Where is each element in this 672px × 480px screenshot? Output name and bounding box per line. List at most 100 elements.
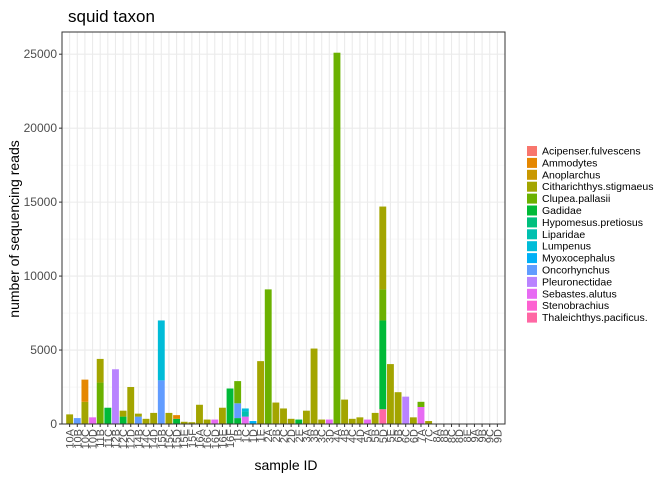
x-tick-label: 5A (363, 428, 375, 442)
x-tick-label: 5E (385, 429, 397, 442)
bar-segment (89, 417, 96, 424)
x-tick-label: 8C (447, 429, 459, 443)
x-tick-label: 2A (263, 428, 275, 442)
bar-segment (127, 387, 135, 424)
legend-key (527, 193, 537, 204)
bar-segment (112, 369, 119, 424)
x-tick-label: 10B (72, 429, 84, 449)
bar-segment (81, 401, 89, 424)
bar-segment (280, 408, 287, 424)
bar-segment (241, 411, 249, 417)
bar-segment (249, 421, 257, 424)
x-tick-label: 5D (378, 429, 390, 443)
legend-label: Lumpenus (542, 241, 591, 253)
bar-segment (104, 407, 112, 424)
x-tick-label: 14C (141, 429, 153, 449)
x-tick-label: 11C (103, 429, 115, 448)
bar-segment (234, 381, 242, 404)
legend-label: Ammodytes (542, 157, 597, 169)
x-tick-label: 15C (164, 429, 176, 449)
bar-segment (379, 409, 387, 424)
legend-label: Oncorhynchus (542, 265, 610, 277)
x-tick-label: 4A (332, 428, 344, 442)
x-tick-label: 7C (424, 429, 436, 443)
bar-segment (264, 289, 272, 424)
bar-segment (287, 418, 295, 424)
bar-segment (211, 419, 219, 424)
legend-key (527, 169, 537, 180)
bar-segment (356, 417, 364, 424)
bar-segment (234, 403, 242, 419)
legend-label: Anoplarchus (542, 169, 600, 181)
y-tick-label: 0 (50, 417, 57, 431)
x-tick-label: 1E (256, 429, 268, 442)
x-tick-label: 2D (286, 429, 298, 443)
bar-segment (295, 419, 303, 424)
y-tick-label: 20000 (24, 121, 58, 135)
x-tick-label: 8E (462, 429, 474, 442)
bar-segment (165, 412, 173, 424)
bar-segment (66, 414, 74, 424)
y-tick-label: 15000 (24, 195, 58, 209)
legend-label: Citharichthys.stigmaeus (542, 181, 653, 193)
legend-key (527, 181, 537, 192)
x-tick-label: 15E (179, 429, 191, 449)
x-tick-label: 16C (202, 429, 214, 449)
legend-label: Thaleichthys.pacificus. (542, 312, 648, 324)
bar-segment (257, 361, 265, 424)
legend-key (527, 265, 537, 275)
bar-segment (341, 399, 349, 424)
x-tick-label: 6B (393, 429, 405, 442)
x-tick-label: 9D (492, 429, 504, 443)
x-tick-label: 6D (408, 429, 420, 443)
legend-key (527, 146, 537, 156)
bar-segment (348, 418, 356, 424)
bar-segment (119, 416, 127, 424)
bar-segment (73, 418, 81, 424)
legend-key (527, 253, 537, 264)
x-tick-label: 3A (301, 428, 313, 442)
x-tick-label: 9A (469, 428, 481, 442)
legend-key (527, 205, 537, 216)
x-tick-label: 1B (233, 429, 245, 442)
bar-segment (188, 422, 196, 424)
legend-key (527, 276, 537, 287)
y-tick-label: 25000 (24, 47, 58, 61)
x-tick-label: 8A (431, 428, 443, 442)
x-tick-label: 1D (248, 429, 260, 443)
bar-segment (218, 407, 226, 424)
bar-segment (134, 416, 142, 424)
bar-segment (417, 406, 425, 424)
chart-title: squid taxon (68, 7, 155, 26)
y-tick-label: 10000 (24, 269, 58, 283)
x-tick-label: 3C (317, 429, 329, 443)
x-tick-label: 15B (156, 429, 168, 449)
bar-segment (142, 418, 150, 424)
bar-segment (394, 392, 402, 424)
x-tick-label: 2E (294, 429, 306, 442)
x-tick-label: 12C (118, 429, 130, 449)
x-tick-label: 16A (194, 428, 206, 448)
bar-segment (150, 412, 158, 424)
legend-label: Acipenser.fulvescens (542, 146, 641, 158)
x-axis-title: sample ID (254, 457, 317, 473)
x-tick-label: 12D (126, 429, 138, 449)
x-tick-label: 11B (95, 429, 107, 448)
x-tick-label: 2C (279, 429, 291, 443)
x-tick-label: 3B (309, 429, 321, 442)
x-tick-label: 7A (416, 428, 428, 442)
legend-key (527, 300, 537, 311)
x-axis: 10A10B10C10D11B11C12B12C12D14B14C14D15B1… (65, 424, 504, 449)
legend-label: Gadidae (542, 205, 582, 217)
x-tick-label: 4D (355, 429, 367, 443)
legend-key (527, 229, 537, 240)
x-tick-label: 15F (187, 429, 199, 448)
y-axis: 0 5000 10000 15000 20000 25000 (24, 47, 62, 431)
x-tick-label: 9B (477, 429, 489, 442)
bar-segment (119, 410, 127, 417)
x-tick-label: 10D (88, 429, 100, 449)
x-tick-label: 6C (401, 429, 413, 443)
x-tick-label: 4C (347, 429, 359, 443)
legend-label: Stenobrachius (542, 300, 609, 312)
